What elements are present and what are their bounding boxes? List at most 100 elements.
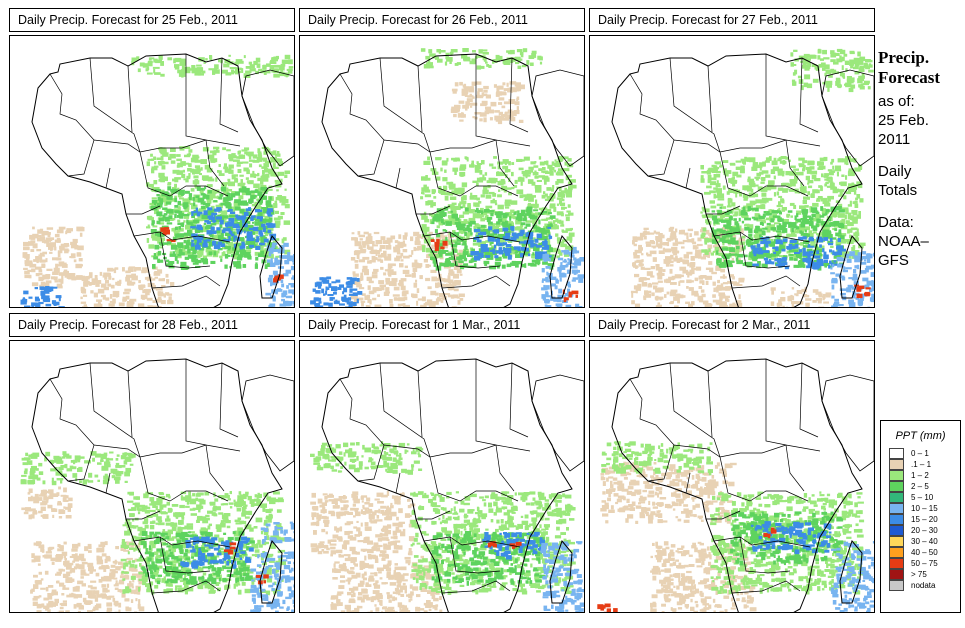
precip-cell — [813, 260, 818, 263]
precip-cell — [108, 303, 115, 307]
precip-cell — [506, 187, 512, 190]
precip-cell — [458, 249, 465, 254]
precip-cell — [559, 202, 566, 206]
precip-cell — [553, 223, 558, 227]
precip-cell — [521, 64, 527, 68]
precip-cell — [419, 275, 423, 280]
precip-cell — [804, 215, 811, 218]
precip-cell — [42, 251, 47, 255]
precip-cell — [561, 198, 565, 202]
precip-cell — [251, 231, 256, 235]
precip-cell — [236, 164, 241, 167]
precip-cell — [544, 238, 550, 242]
precip-cell — [56, 264, 62, 267]
precip-cell — [263, 163, 269, 168]
precip-cell — [255, 57, 261, 63]
precip-cell — [755, 225, 760, 230]
precip-cell — [214, 241, 220, 245]
precip-cell — [206, 197, 213, 201]
precip-cell — [394, 240, 399, 244]
precip-cell — [759, 248, 763, 253]
precip-cell — [454, 221, 461, 225]
precip-cell — [807, 182, 810, 185]
precip-cell — [243, 230, 246, 234]
precip-cell — [749, 182, 756, 188]
precip-cell — [161, 285, 166, 288]
precip-cell — [37, 229, 43, 234]
precip-cell — [348, 293, 356, 296]
precip-cell — [199, 252, 202, 257]
precip-cell — [677, 300, 680, 304]
precip-cell — [275, 246, 278, 250]
precip-cell — [761, 197, 767, 202]
precip-cell — [802, 214, 808, 220]
precip-cell — [287, 252, 291, 257]
precip-cell — [158, 55, 163, 60]
precip-cell — [534, 238, 539, 243]
precip-cell — [806, 169, 812, 174]
precip-cell — [445, 293, 451, 296]
precip-cell — [416, 246, 423, 251]
precip-cell — [717, 247, 724, 252]
precip-cell — [708, 261, 713, 265]
precip-cell — [671, 246, 678, 252]
precip-cell — [52, 271, 59, 275]
panel-title: Daily Precip. Forecast for 26 Feb., 2011 — [299, 8, 585, 32]
precip-cell — [492, 59, 495, 64]
precip-cell — [461, 114, 466, 118]
precip-cell — [710, 303, 713, 307]
precip-cell — [802, 200, 807, 205]
precip-cell — [163, 213, 168, 216]
precip-cell — [349, 288, 353, 293]
precip-cell — [273, 73, 280, 78]
precip-cell — [520, 247, 527, 251]
precip-cell — [213, 146, 220, 150]
precip-cell — [215, 177, 218, 182]
precip-cell — [487, 216, 493, 220]
precip-cell — [711, 210, 716, 213]
precip-cell — [243, 55, 246, 59]
precip-cell — [157, 161, 165, 165]
precip-cell — [749, 157, 756, 163]
precip-cell — [710, 252, 714, 256]
precip-cell — [352, 302, 357, 306]
precip-cell — [36, 234, 42, 238]
precip-cell — [421, 296, 426, 302]
precip-cell — [724, 224, 731, 229]
precip-cell — [252, 154, 258, 159]
precip-cell — [813, 231, 817, 234]
precip-cell — [561, 193, 565, 198]
precip-cell — [269, 61, 277, 64]
precip-cell — [775, 263, 783, 267]
precip-cell — [741, 235, 746, 239]
precip-cell — [354, 237, 358, 242]
precip-cell — [88, 275, 93, 279]
precip-cell — [531, 253, 538, 259]
precip-cell — [184, 203, 187, 208]
precip-cell — [713, 187, 718, 190]
precip-cell — [570, 265, 578, 269]
precip-cell — [511, 200, 518, 205]
precip-cell — [214, 208, 221, 212]
precip-cell — [199, 189, 204, 194]
precip-cell — [164, 227, 170, 230]
precip-cell — [807, 160, 815, 165]
precip-cell — [519, 58, 523, 61]
precip-cell — [776, 237, 780, 241]
precip-cell — [739, 228, 744, 234]
precip-cell — [265, 201, 269, 206]
precip-cell — [501, 264, 506, 269]
precip-cell — [499, 229, 506, 232]
precip-cell — [524, 213, 530, 216]
precip-cell — [843, 195, 847, 200]
precip-cell — [542, 261, 548, 265]
precip-cell — [283, 220, 291, 225]
precip-cell — [477, 88, 483, 92]
precip-cell — [494, 211, 501, 216]
precip-cell — [154, 188, 161, 193]
precip-cell — [274, 261, 280, 266]
precip-cell — [485, 205, 493, 209]
precip-cell — [715, 170, 721, 174]
precip-cell — [658, 233, 663, 238]
precip-cell — [469, 195, 475, 200]
